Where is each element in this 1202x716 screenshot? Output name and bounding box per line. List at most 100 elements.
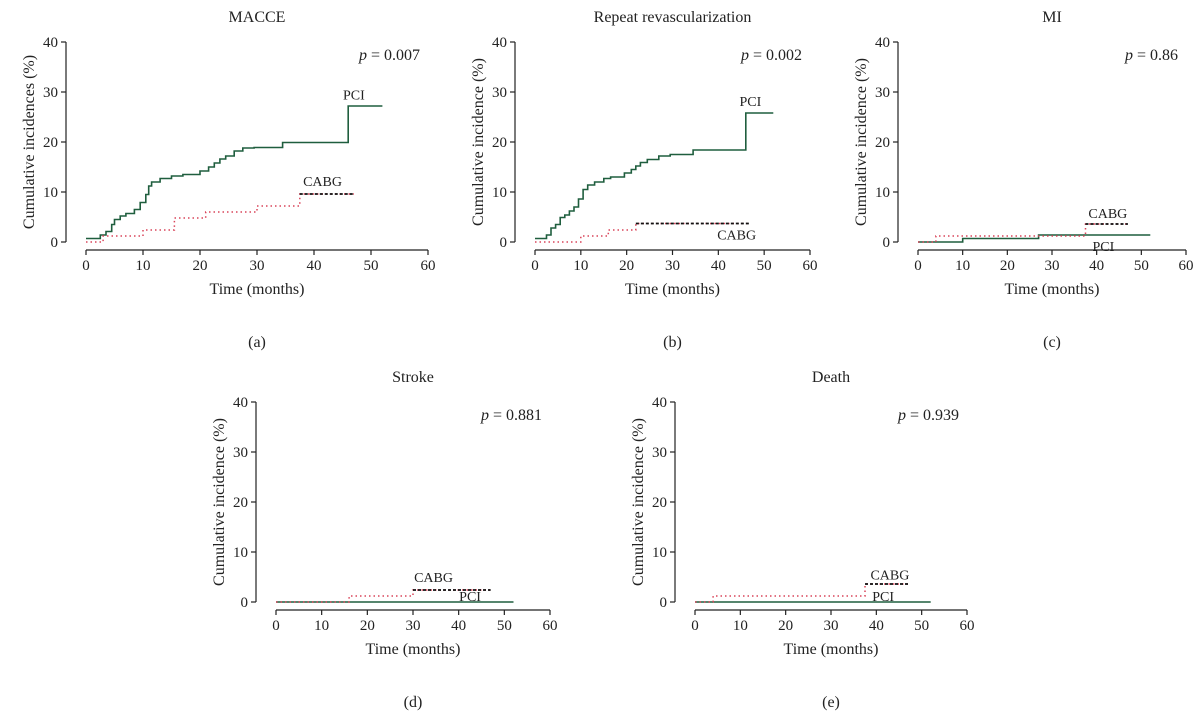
y-tick-label: 30 bbox=[492, 85, 507, 101]
x-axis-label: Time (months) bbox=[784, 641, 879, 658]
chart-title: Death bbox=[812, 369, 850, 386]
p-value-text: p = 0.86 bbox=[1124, 47, 1178, 64]
panel-label: (c) bbox=[1043, 334, 1061, 351]
p-value: = 0.939 bbox=[906, 407, 959, 424]
x-tick-label: 50 bbox=[1134, 258, 1149, 274]
chart-title: MACCE bbox=[229, 9, 286, 26]
x-tick-label: 10 bbox=[955, 258, 970, 274]
x-tick-label: 20 bbox=[778, 618, 793, 634]
x-tick-label: 20 bbox=[1000, 258, 1015, 274]
x-axis-label: Time (months) bbox=[1005, 281, 1100, 298]
x-tick-label: 50 bbox=[757, 258, 772, 274]
series-line-pci bbox=[86, 106, 382, 239]
y-tick-label: 20 bbox=[43, 135, 58, 151]
x-tick-label: 50 bbox=[364, 258, 379, 274]
series-label-pci: PCI bbox=[872, 590, 894, 605]
x-tick-label: 30 bbox=[1045, 258, 1060, 274]
p-symbol: p bbox=[358, 47, 367, 64]
x-axis-label: Time (months) bbox=[625, 281, 720, 298]
p-value: = 0.007 bbox=[367, 47, 420, 64]
y-tick-label: 0 bbox=[241, 595, 249, 611]
p-symbol: p bbox=[740, 47, 749, 64]
panel-label: (a) bbox=[248, 334, 266, 351]
y-tick-label: 40 bbox=[652, 395, 667, 411]
p-symbol: p bbox=[897, 407, 906, 424]
panel-label: (e) bbox=[822, 694, 840, 711]
chart-panel-1: 0 10 20 30 40 50 60010203040MACCETime (months)… bbox=[21, 9, 436, 351]
p-value-text: p = 0.939 bbox=[897, 407, 959, 424]
x-tick-label: 60 bbox=[803, 258, 818, 274]
x-tick-label: 60 bbox=[421, 258, 436, 274]
x-tick-label: 60 bbox=[1179, 258, 1194, 274]
p-value: = 0.86 bbox=[1133, 47, 1178, 64]
y-tick-label: 30 bbox=[43, 85, 58, 101]
x-tick-label: 60 bbox=[960, 618, 975, 634]
x-tick-label: 40 bbox=[869, 618, 884, 634]
y-tick-label: 30 bbox=[233, 445, 248, 461]
x-tick-label: 20 bbox=[193, 258, 208, 274]
p-symbol: p bbox=[1124, 47, 1133, 64]
y-tick-label: 30 bbox=[875, 85, 890, 101]
series-label-cabg: CABG bbox=[717, 229, 756, 244]
x-tick-label: 50 bbox=[914, 618, 929, 634]
chart-panel-4: 0 10 20 30 40 50 60 0 10 20 30 40 Stroke Time (months… bbox=[211, 369, 558, 711]
p-value-text: p = 0.002 bbox=[740, 47, 802, 64]
y-tick-label: 10 bbox=[652, 545, 667, 561]
series-label-cabg: CABG bbox=[303, 175, 342, 190]
p-value: = 0.002 bbox=[749, 47, 802, 64]
x-tick-label: 0 bbox=[914, 258, 922, 274]
y-tick-label: 40 bbox=[492, 35, 507, 51]
y-tick-label: 10 bbox=[875, 185, 890, 201]
x-tick-label: 10 bbox=[314, 618, 329, 634]
p-value-text: p = 0.881 bbox=[480, 407, 542, 424]
p-value-text: p = 0.007 bbox=[358, 47, 420, 64]
y-tick-label: 0 bbox=[883, 235, 891, 251]
x-tick-label: 40 bbox=[451, 618, 466, 634]
y-axis-label: Cumulative incidence (%) bbox=[853, 58, 870, 226]
y-tick-label: 10 bbox=[233, 545, 248, 561]
x-tick-label: 10 bbox=[573, 258, 588, 274]
series-line-cabg bbox=[86, 194, 354, 242]
y-tick-label: 10 bbox=[43, 185, 58, 201]
series-label-pci: PCI bbox=[740, 95, 762, 110]
y-tick-label: 40 bbox=[875, 35, 890, 51]
y-axis-label: Cumulative incidence (%) bbox=[211, 418, 228, 586]
x-tick-label: 30 bbox=[406, 618, 421, 634]
chart-title: Repeat revascularization bbox=[594, 9, 752, 26]
y-tick-label: 0 bbox=[500, 235, 508, 251]
x-tick-label: 20 bbox=[360, 618, 375, 634]
chart-panel-3: 0 10 20 30 40 50 60 0 10 20 30 40 MI Time (months) Cum… bbox=[853, 9, 1194, 351]
x-tick-label: 30 bbox=[665, 258, 680, 274]
series-label-pci: PCI bbox=[459, 590, 481, 605]
x-tick-label: 40 bbox=[307, 258, 322, 274]
x-tick-label: 50 bbox=[497, 618, 512, 634]
y-tick-label: 40 bbox=[43, 35, 58, 51]
x-tick-label: 0 bbox=[82, 258, 90, 274]
x-tick-label: 10 bbox=[733, 618, 748, 634]
series-label-pci: PCI bbox=[1092, 240, 1114, 255]
y-tick-label: 20 bbox=[875, 135, 890, 151]
chart-title: Stroke bbox=[392, 369, 434, 386]
x-tick-label: 30 bbox=[250, 258, 265, 274]
p-value: = 0.881 bbox=[489, 407, 542, 424]
x-axis-label: Time (months) bbox=[366, 641, 461, 658]
y-tick-label: 10 bbox=[492, 185, 507, 201]
x-axis-label: Time (months) bbox=[210, 281, 305, 298]
chart-title: MI bbox=[1042, 9, 1062, 26]
y-axis-label: Cumulative incidences (%) bbox=[21, 55, 38, 229]
series-line-pci bbox=[535, 113, 773, 239]
y-tick-label: 40 bbox=[233, 395, 248, 411]
x-tick-label: 0 bbox=[691, 618, 699, 634]
series-label-cabg: CABG bbox=[1088, 207, 1127, 222]
x-tick-label: 20 bbox=[619, 258, 634, 274]
y-tick-label: 20 bbox=[652, 495, 667, 511]
y-tick-label: 30 bbox=[652, 445, 667, 461]
y-tick-label: 0 bbox=[660, 595, 668, 611]
x-tick-label: 0 bbox=[531, 258, 539, 274]
x-tick-label: 30 bbox=[824, 618, 839, 634]
y-axis-label: Cumulative incidence (%) bbox=[630, 418, 647, 586]
x-tick-label: 40 bbox=[1089, 258, 1104, 274]
series-label-pci: PCI bbox=[343, 89, 365, 104]
